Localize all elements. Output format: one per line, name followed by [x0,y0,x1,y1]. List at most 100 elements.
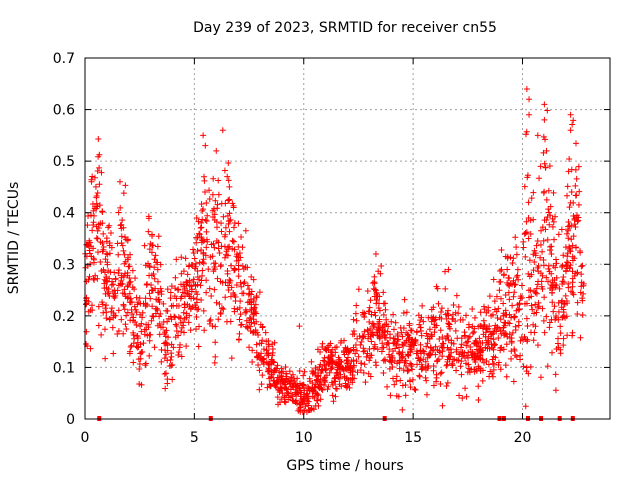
data-point [296,323,303,330]
data-point [127,343,134,350]
data-point [164,380,171,387]
data-point [493,308,500,315]
data-point [455,303,462,310]
data-point [230,224,237,231]
data-point [350,316,357,323]
data-point [258,381,265,388]
data-point [527,363,534,370]
data-point [497,316,504,323]
data-point [368,311,375,318]
data-point [231,305,238,312]
data-point [208,292,215,299]
data-point [117,178,123,185]
data-point [329,359,336,366]
data-point [423,391,430,398]
data-point [401,296,408,303]
data-point [307,406,314,413]
data-point [300,372,307,379]
data-point [574,299,581,306]
data-point [415,355,422,362]
data-point [203,218,210,225]
data-point [489,360,496,367]
data-point [224,252,231,259]
data-point [319,344,326,351]
data-point [446,353,453,360]
y-tick-label: 0.3 [53,257,75,273]
data-point [449,316,456,323]
data-point [423,330,430,337]
data-point [167,295,174,302]
data-point [453,346,460,353]
data-point [235,336,242,343]
data-point [154,243,161,250]
data-point [127,251,134,258]
data-point [548,250,555,257]
data-point [157,261,164,268]
data-point [526,294,533,301]
data-point [201,189,208,196]
data-point [322,367,329,374]
data-point [183,314,190,321]
data-point [244,282,251,289]
data-point [547,212,554,219]
data-point [236,250,243,257]
data-point [298,401,305,408]
data-point [215,245,222,252]
data-point [204,238,211,245]
data-point [300,381,307,388]
data-point [289,380,296,387]
data-point [560,335,567,342]
data-point [115,307,122,314]
data-point [552,264,559,271]
data-point [172,321,179,328]
data-point [162,385,169,392]
data-point [213,147,220,154]
data-point [205,266,212,273]
data-point [570,291,577,298]
data-point [490,346,497,353]
data-point [242,227,249,234]
data-point [225,177,232,184]
data-point [569,242,576,249]
data-point [424,333,431,340]
data-point [419,365,426,372]
data-point [177,315,184,322]
data-point [237,311,244,318]
data-point [157,310,164,317]
data-point [572,182,579,189]
data-point [337,371,344,378]
data-point [129,267,136,274]
data-point [122,321,129,328]
y-axis-label: SRMTID / TECUs [6,182,22,295]
data-point [545,265,552,272]
data-point [522,300,529,307]
data-point [187,306,194,313]
data-point [83,294,90,301]
data-point [539,305,546,312]
data-point [174,286,181,293]
data-point [85,308,92,315]
data-point [91,174,98,181]
data-point [416,372,423,379]
data-point [347,376,354,383]
data-point [353,358,360,365]
data-point [103,302,110,309]
data-point [87,345,94,352]
data-point [398,351,405,358]
data-point [98,267,105,274]
data-point [133,309,140,316]
data-point [212,260,219,267]
data-point [239,244,246,251]
data-point [371,309,378,316]
data-point [422,364,429,371]
data-point [380,311,387,318]
data-point [540,149,547,156]
data-point [430,382,437,389]
data-point [424,354,431,361]
data-point [183,343,190,350]
data-point [228,355,235,362]
data-point [148,249,155,256]
data-point [541,294,548,301]
data-point [108,244,115,251]
data-point [564,332,571,339]
